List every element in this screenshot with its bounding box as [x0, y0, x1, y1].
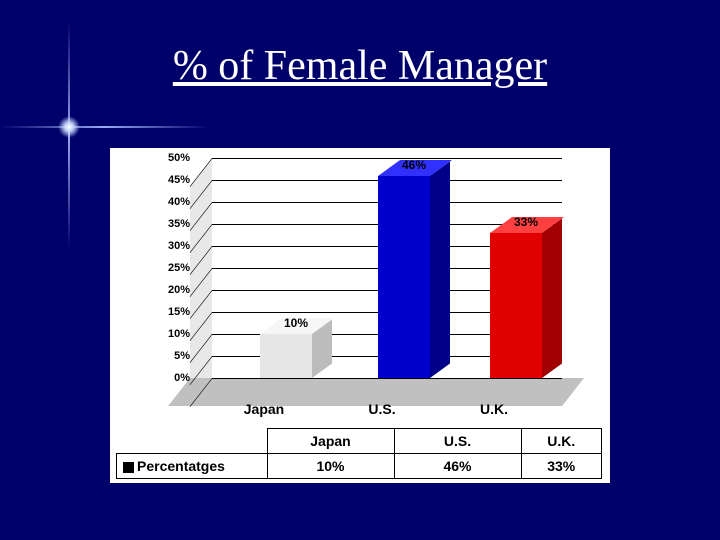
y-tick-label: 35%	[168, 218, 190, 230]
table-col-1: U.S.	[394, 429, 521, 454]
y-tick-label: 10%	[168, 328, 190, 340]
bar-value-label: 46%	[378, 158, 450, 172]
y-tick-label: 50%	[168, 152, 190, 164]
plot-area: 10% 46% 33%	[190, 158, 600, 406]
chart-container: 10%46%33% 0%5%10%15%20%25%30%35%40%45%50…	[110, 148, 610, 483]
bar-us: 46%	[378, 176, 450, 378]
table-cell-1: 46%	[394, 454, 521, 479]
x-tick-label: U.S.	[332, 401, 432, 417]
bars-layer: 10% 46% 33%	[212, 158, 562, 378]
y-tick-label: 5%	[174, 350, 190, 362]
bar-uk: 33%	[490, 233, 562, 378]
y-tick-label: 30%	[168, 240, 190, 252]
bar-value-label: 33%	[490, 215, 562, 229]
table-cell-0: 10%	[267, 454, 394, 479]
x-tick-label: Japan	[214, 401, 314, 417]
lens-flare-h	[0, 126, 210, 128]
data-table: Japan U.S. U.K. Percentatges 10% 46% 33%	[116, 428, 602, 479]
table-col-0: Japan	[267, 429, 394, 454]
x-tick-label: U.K.	[444, 401, 544, 417]
table-row-label: Percentatges	[117, 454, 268, 479]
bar-japan: 10%	[260, 334, 332, 378]
y-tick-label: 20%	[168, 284, 190, 296]
lens-flare-core	[58, 116, 80, 138]
table-cell-2: 33%	[521, 454, 602, 479]
legend-marker-icon	[123, 462, 134, 473]
y-tick-label: 0%	[174, 372, 190, 384]
slide-title: % of Female Manager	[0, 42, 720, 90]
table-col-2: U.K.	[521, 429, 602, 454]
y-tick-label: 40%	[168, 196, 190, 208]
bar-value-label: 10%	[260, 316, 332, 330]
y-tick-label: 45%	[168, 174, 190, 186]
y-tick-label: 25%	[168, 262, 190, 274]
gridline	[212, 378, 562, 379]
y-tick-label: 15%	[168, 306, 190, 318]
